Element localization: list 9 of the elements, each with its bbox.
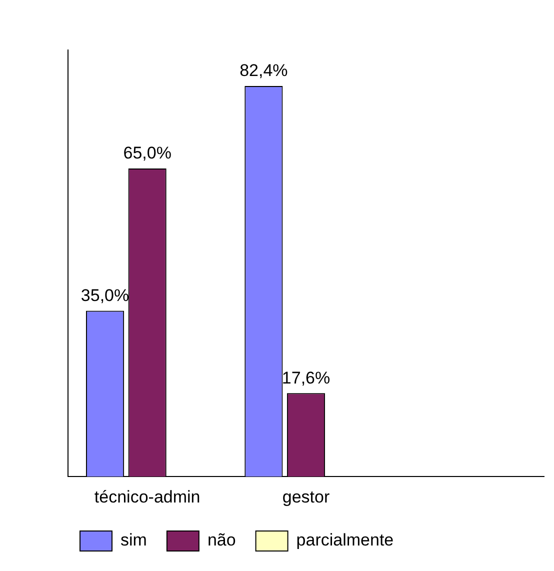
legend-label: sim	[120, 530, 147, 550]
x-tick-label: técnico-admin	[94, 487, 200, 506]
legend-label: não	[207, 530, 236, 550]
data-label: 65,0%	[123, 144, 172, 163]
x-tick-label: gestor	[282, 487, 330, 506]
data-label: 17,6%	[282, 368, 330, 388]
data-label: 82,4%	[240, 61, 288, 80]
data-label: 35,0%	[80, 286, 130, 305]
legend-label: parcialmente	[296, 530, 394, 550]
